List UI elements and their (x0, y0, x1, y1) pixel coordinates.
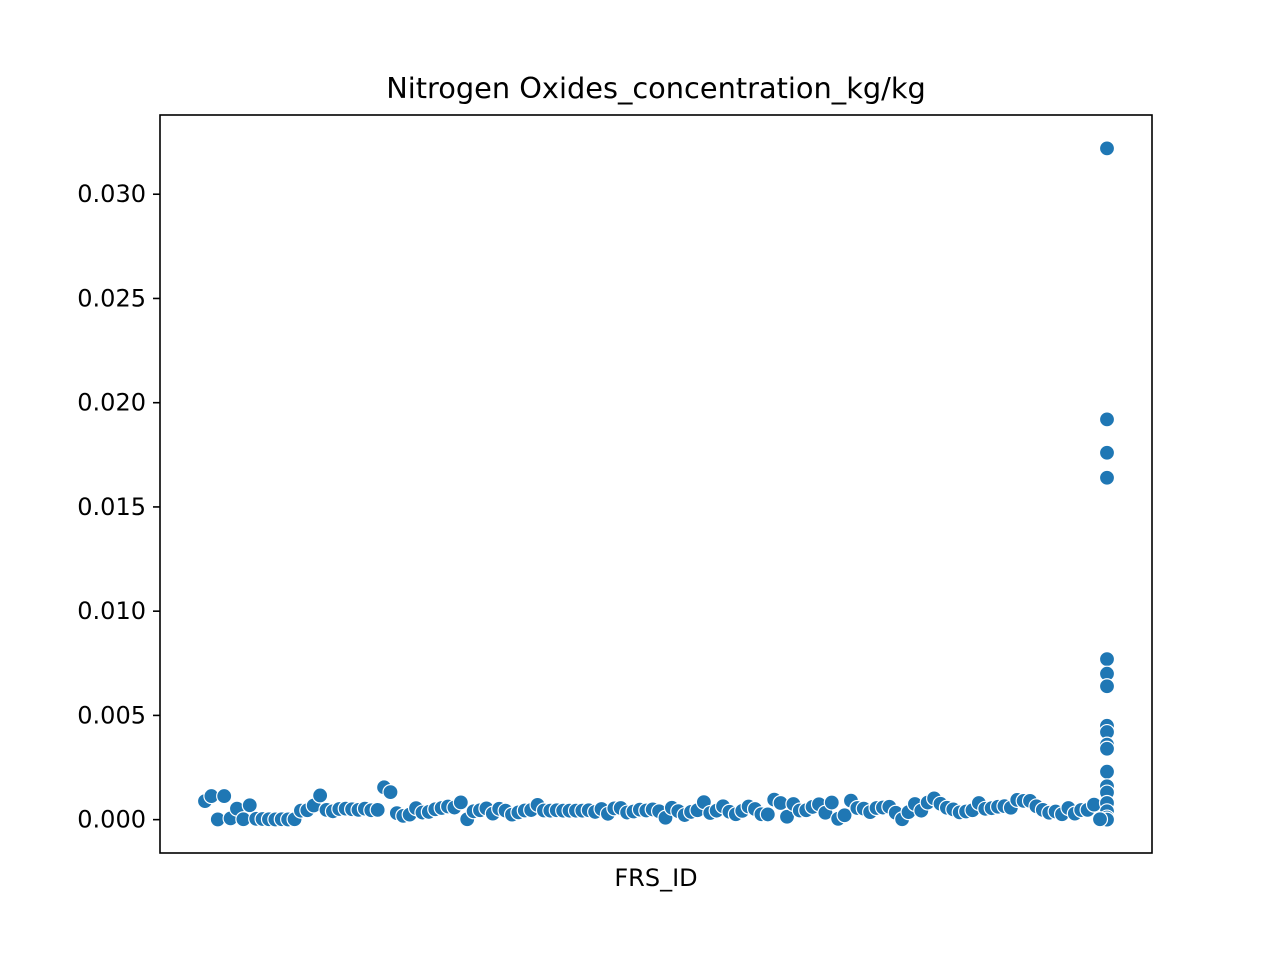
chart-title: Nitrogen Oxides_concentration_kg/kg (386, 71, 926, 105)
data-point (1098, 444, 1116, 461)
plot-area (196, 140, 1116, 828)
data-point (1098, 469, 1116, 486)
y-axis: 0.000 0.005 0.010 0.015 0.020 0.025 0.030 (77, 180, 160, 834)
data-point (241, 797, 258, 814)
data-point (1098, 411, 1116, 428)
y-tick-label: 0.030 (77, 180, 146, 208)
data-point (382, 784, 399, 801)
data-point (1098, 140, 1116, 157)
data-point (1098, 678, 1116, 695)
data-point (1098, 740, 1116, 757)
data-point (1098, 763, 1116, 780)
y-tick-label: 0.005 (77, 701, 146, 729)
y-tick-label: 0.010 (77, 597, 146, 625)
data-point (452, 794, 469, 811)
data-point (823, 794, 840, 811)
data-point (1098, 651, 1116, 668)
data-point (369, 801, 386, 818)
y-tick-label: 0.000 (77, 806, 146, 834)
y-tick-label: 0.025 (77, 284, 146, 312)
x-axis-label: FRS_ID (614, 864, 697, 892)
data-point (778, 808, 796, 825)
data-point (312, 787, 329, 804)
data-point (1091, 811, 1109, 828)
plot-frame (159, 114, 1153, 854)
y-tick-label: 0.015 (77, 493, 146, 521)
data-point (836, 807, 853, 824)
data-point (216, 787, 233, 805)
data-point (759, 806, 776, 823)
y-tick-label: 0.020 (77, 389, 146, 417)
